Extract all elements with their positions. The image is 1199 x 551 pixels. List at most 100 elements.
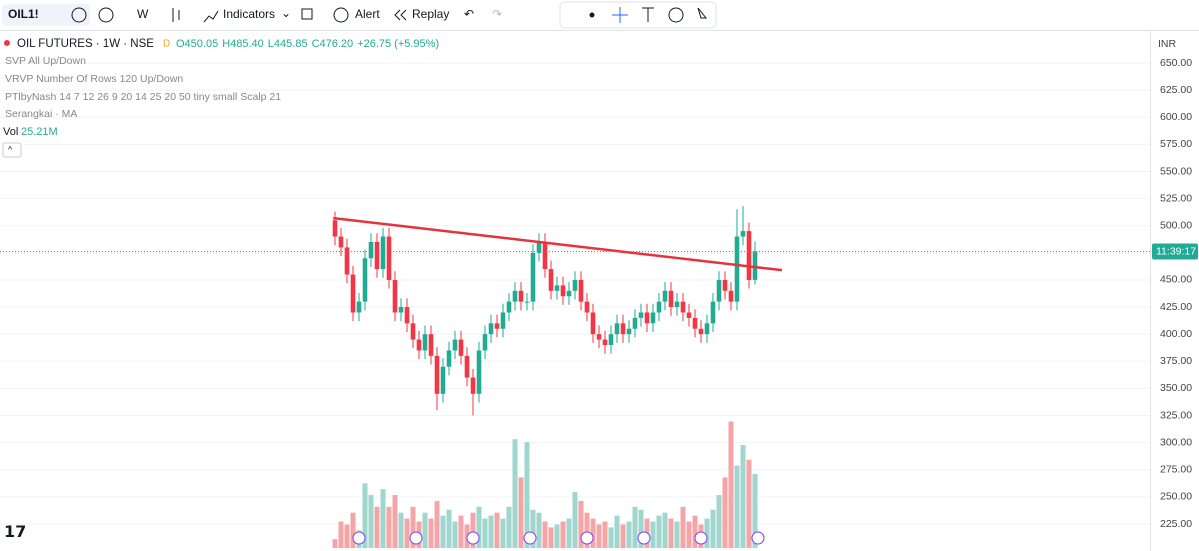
candle-body	[452, 339, 458, 351]
legend-dot	[4, 40, 10, 46]
event-icon	[466, 531, 480, 545]
volume-bar	[482, 518, 488, 548]
candle-body	[614, 323, 620, 335]
ohlc: O450.05 H485.40 L445.85 C476.20 +26.75 (+5.9…	[176, 38, 439, 50]
volume-bar	[332, 539, 338, 548]
add-icon[interactable]	[98, 7, 114, 23]
indicators[interactable]: Indicators	[223, 7, 275, 21]
candle-body	[710, 301, 716, 324]
volume-bar	[710, 509, 716, 548]
volume-bar	[650, 521, 656, 548]
symbol-box[interactable]	[2, 4, 90, 26]
caret[interactable]: ⌄	[281, 6, 291, 20]
alert-icon[interactable]	[333, 7, 349, 23]
candle-body	[596, 334, 602, 340]
volume-bar	[368, 495, 374, 548]
toolbar: OIL1! W Indicators ⌄ Alert Replay ↶ ↷	[0, 1, 1199, 31]
volume-bar	[596, 524, 602, 548]
symbol[interactable]: OIL1!	[8, 7, 39, 21]
replay[interactable]: Replay	[412, 7, 449, 21]
candle-body	[332, 220, 338, 237]
redo[interactable]: ↷	[492, 7, 502, 21]
volume-bar	[734, 465, 740, 548]
candle-body	[464, 355, 470, 378]
volume-bar	[632, 506, 638, 548]
axis-unit: INR	[1158, 38, 1177, 50]
candle-body	[422, 334, 428, 351]
volume-bar	[518, 477, 524, 548]
candle-body	[536, 241, 542, 253]
candle-body	[620, 323, 626, 335]
volume-bar	[452, 521, 458, 548]
volume-bar	[662, 512, 668, 548]
candle-body	[728, 290, 734, 302]
volume-bar	[374, 506, 380, 548]
dot-tool[interactable]	[589, 12, 595, 18]
price-tag	[1152, 243, 1198, 260]
candle-body	[470, 377, 476, 394]
y-tick-label: 525.00	[1160, 192, 1192, 204]
candle-body	[650, 312, 656, 324]
play-tool[interactable]	[668, 7, 684, 23]
candle-body	[578, 279, 584, 302]
volume-bar	[494, 512, 500, 548]
volume-bar	[524, 442, 530, 548]
plot	[0, 62, 1150, 548]
volume-bar	[548, 527, 554, 548]
layout-icon[interactable]	[301, 8, 313, 20]
cursor-tool[interactable]	[697, 7, 708, 19]
volume-bar	[344, 524, 350, 548]
event-icon	[352, 531, 366, 545]
volume-bar	[656, 515, 662, 548]
y-tick-label: 275.00	[1160, 464, 1192, 476]
y-tick-label: 650.00	[1160, 57, 1192, 69]
flag: D	[163, 39, 170, 50]
volume-bar	[542, 521, 548, 548]
volume-bar	[614, 515, 620, 548]
candle-body	[494, 323, 500, 329]
volume-bar	[668, 518, 674, 548]
vol-value: 25.21M	[21, 126, 58, 138]
collapse[interactable]	[2, 142, 22, 158]
y-tick-label: 625.00	[1160, 84, 1192, 96]
volume-bar	[620, 524, 626, 548]
candle-body	[386, 236, 392, 280]
candle-body	[482, 334, 488, 351]
candle-body	[572, 279, 578, 291]
volume-bar	[638, 509, 644, 548]
volume-bar	[350, 512, 356, 548]
candle-body	[734, 236, 740, 302]
volume-bar	[560, 521, 566, 548]
event-icon	[409, 531, 423, 545]
candle-body	[674, 301, 680, 308]
y-tick-label: 225.00	[1160, 518, 1192, 530]
volume-bar	[716, 495, 722, 548]
change: +26.75 (+5.95%)	[357, 38, 439, 50]
volume-bar	[608, 527, 614, 548]
study: Serangkai · MA	[5, 108, 77, 120]
undo[interactable]: ↶	[464, 7, 474, 21]
candle-body	[626, 328, 632, 335]
y-tick-label: 550.00	[1160, 165, 1192, 177]
candle-body	[362, 258, 368, 302]
event-icon	[580, 531, 594, 545]
vol-label: Vol	[3, 126, 18, 138]
candle-body	[644, 312, 650, 324]
candle-body	[542, 241, 548, 270]
volume-bar	[566, 518, 572, 548]
volume-bar	[536, 512, 542, 548]
volume-bar	[686, 521, 692, 548]
candle-icon[interactable]	[172, 8, 180, 22]
candle-body	[356, 301, 362, 313]
replay-icon[interactable]	[394, 9, 407, 21]
candle-body	[740, 231, 746, 237]
candle-body	[548, 269, 554, 291]
icon[interactable]	[71, 7, 87, 23]
cross-tool[interactable]	[612, 7, 628, 23]
text-tool[interactable]	[642, 7, 654, 22]
collapse-icon[interactable]: ^	[8, 144, 13, 154]
volume-bar	[458, 515, 464, 548]
ind-icon[interactable]	[203, 10, 219, 23]
alert[interactable]: Alert	[355, 7, 380, 21]
interval[interactable]: W	[137, 7, 149, 21]
